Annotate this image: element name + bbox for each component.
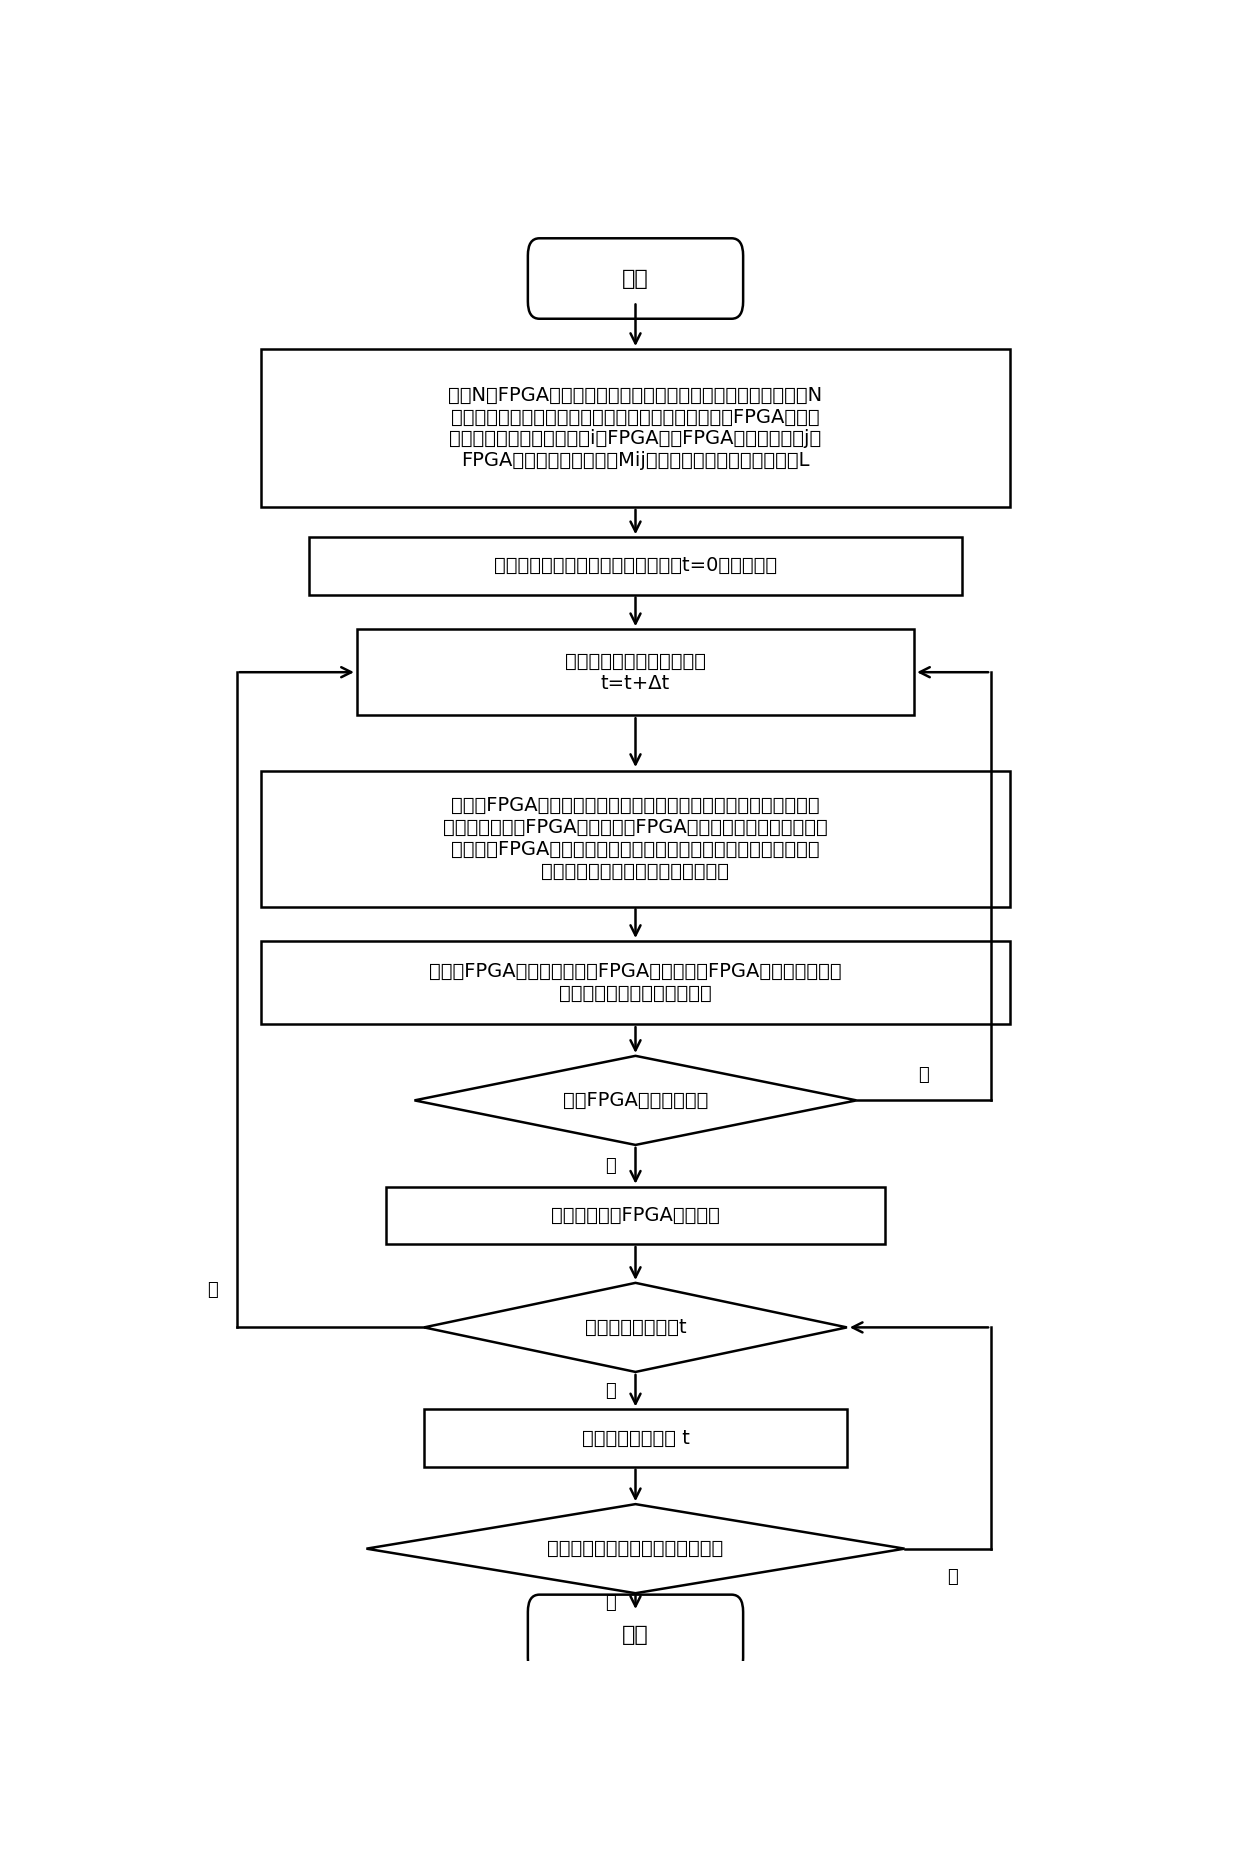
Text: 开始: 开始 bbox=[622, 269, 649, 289]
FancyBboxPatch shape bbox=[528, 239, 743, 319]
Text: 所有FPGA仿真是否结束: 所有FPGA仿真是否结束 bbox=[563, 1092, 708, 1110]
Text: 每一个FPGA将接收到的与该FPGA直接相连的FPGA发送的仿真接口
数据写入并行通讯数据存储器: 每一个FPGA将接收到的与该FPGA直接相连的FPGA发送的仿真接口 数据写入并… bbox=[429, 963, 842, 1004]
Bar bbox=[260, 940, 1011, 1024]
Polygon shape bbox=[424, 1282, 847, 1372]
Polygon shape bbox=[414, 1056, 857, 1146]
Polygon shape bbox=[367, 1504, 905, 1594]
Bar bbox=[260, 349, 1011, 508]
Text: 否: 否 bbox=[605, 1381, 616, 1400]
Bar bbox=[357, 629, 914, 715]
Text: 是: 是 bbox=[207, 1282, 218, 1299]
Text: 否: 否 bbox=[947, 1569, 959, 1586]
Text: 在由N个FPGA构成的仿真平台的上位机中，将待仿真系统分割为N
个子系统，获取各子系统仿真参数信息，并下载到对应FPGA中，根
据子系统连接关系，设置第i个FP: 在由N个FPGA构成的仿真平台的上位机中，将待仿真系统分割为N 个子系统，获取各… bbox=[449, 386, 822, 470]
Text: 仿真时间向前推进一个步长
t=t+Δt: 仿真时间向前推进一个步长 t=t+Δt bbox=[565, 651, 706, 692]
Text: 结束: 结束 bbox=[622, 1625, 649, 1644]
Bar bbox=[386, 1187, 885, 1245]
FancyBboxPatch shape bbox=[528, 1595, 743, 1676]
Text: 对所有FPGA，开始发送上一时步计算得到的仿真接口数据，同时开
始等待接收与该FPGA直接相连的FPGA发送的仿真接口数据，同时
开始从该FPGA的并行通讯数据: 对所有FPGA，开始发送上一时步计算得到的仿真接口数据，同时开 始等待接收与该F… bbox=[443, 797, 828, 881]
Text: 否: 否 bbox=[605, 1157, 616, 1176]
Bar bbox=[309, 537, 962, 595]
Text: 初始化实时仿真器，并设置仿真时刻t=0，启动仿真: 初始化实时仿真器，并设置仿真时刻t=0，启动仿真 bbox=[494, 556, 777, 575]
Text: 仿真器待机至时间 t: 仿真器待机至时间 t bbox=[582, 1429, 689, 1448]
Text: 是: 是 bbox=[605, 1594, 616, 1612]
Bar bbox=[424, 1409, 847, 1467]
Text: 是: 是 bbox=[919, 1065, 929, 1084]
Bar bbox=[260, 771, 1011, 907]
Text: 仿真时间是否达到仿真终了时时刻: 仿真时间是否达到仿真终了时时刻 bbox=[547, 1539, 724, 1558]
Text: 物理时间是否达到t: 物理时间是否达到t bbox=[585, 1317, 686, 1336]
Text: 等待直至所有FPGA仿真结束: 等待直至所有FPGA仿真结束 bbox=[551, 1205, 720, 1224]
